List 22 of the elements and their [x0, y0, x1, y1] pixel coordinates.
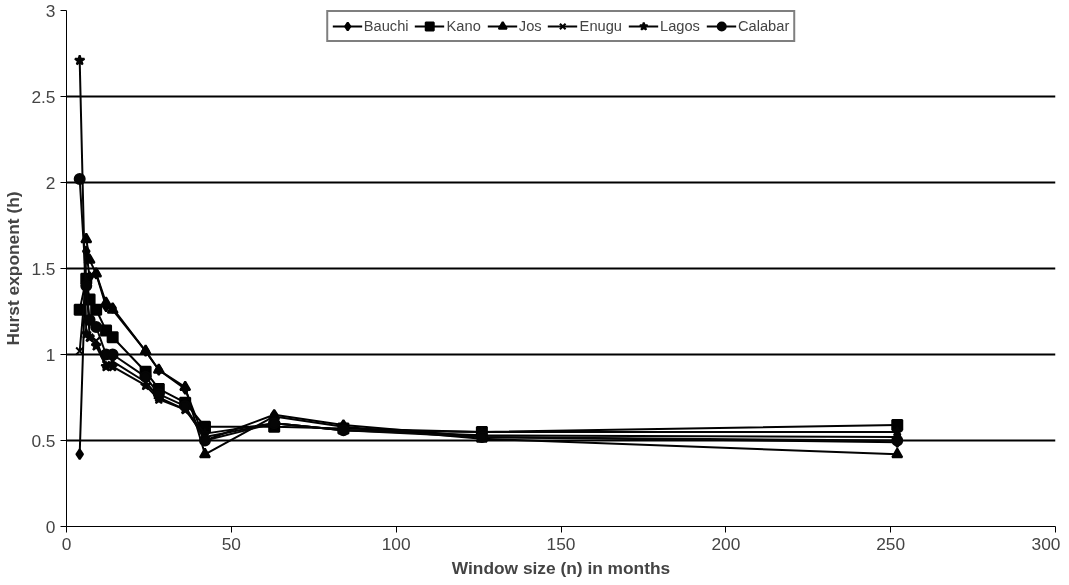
- x-tick-label: 150: [546, 533, 576, 554]
- y-tick-label: 1: [45, 344, 56, 365]
- y-tick-label: 2: [45, 172, 56, 193]
- legend-label: Bauchi: [363, 18, 409, 34]
- x-axis-title: Window size (n) in months: [451, 557, 671, 578]
- x-tick-label: 50: [221, 533, 241, 554]
- x-tick-label: 0: [61, 533, 72, 554]
- y-tick-label: 0: [45, 516, 56, 537]
- x-tick-label: 300: [1031, 533, 1061, 554]
- x-tick-label: 100: [381, 533, 411, 554]
- legend-label: Enugu: [579, 18, 622, 34]
- y-tick-label: 2.5: [31, 86, 56, 107]
- y-tick-label: 1.5: [31, 258, 56, 279]
- legend-label: Jos: [518, 18, 542, 34]
- y-tick-label: 0.5: [31, 430, 56, 451]
- legend-label: Lagos: [660, 18, 700, 34]
- x-tick-label: 250: [876, 533, 906, 554]
- y-tick-label: 3: [45, 0, 56, 21]
- legend-label: Kano: [446, 18, 481, 34]
- x-tick-label: 200: [711, 533, 741, 554]
- y-axis-title: Hurst exponent (h): [3, 191, 24, 346]
- legend-label: Calabar: [737, 18, 790, 34]
